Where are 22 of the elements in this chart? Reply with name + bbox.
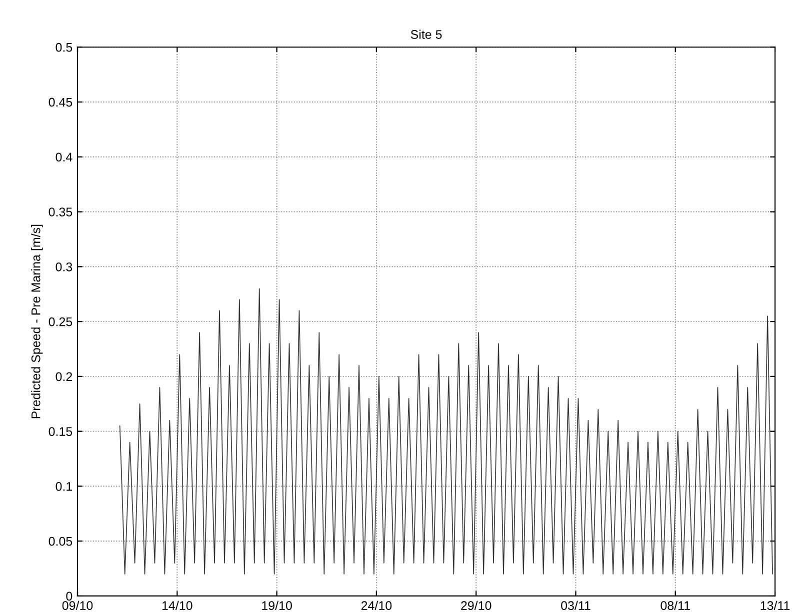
y-tick-label: 0.4	[56, 152, 72, 162]
y-tick-label: 0.3	[56, 262, 72, 272]
x-tick-label: 24/10	[361, 600, 392, 610]
y-tick-label: 0.2	[56, 372, 72, 382]
y-tick-label: 0.15	[48, 427, 72, 436]
y-tick-label: 0.1	[56, 482, 72, 491]
y-tick-label: 0.25	[48, 317, 72, 326]
y-tick-label: 0.5	[56, 42, 72, 52]
chart-title: Site 5	[410, 30, 442, 39]
x-tick-label: 08/11	[660, 600, 690, 610]
x-tick-label: 19/10	[262, 600, 292, 610]
line-series	[119, 288, 773, 574]
x-tick-label: 14/10	[162, 600, 192, 610]
y-tick-label: 0.45	[48, 98, 72, 107]
x-tick-label: 13/11	[760, 600, 790, 610]
x-tick-label: 09/10	[62, 600, 93, 610]
y-tick-label: 0.05	[48, 536, 72, 546]
y-tick-label: 0.35	[48, 208, 72, 216]
y-tick-label: 0	[66, 592, 72, 601]
x-tick-label: 29/10	[461, 600, 492, 610]
x-tick-label: 03/11	[561, 600, 590, 610]
y-axis-title: Predicted Speed - Pre Marina [m/s]	[31, 224, 43, 418]
